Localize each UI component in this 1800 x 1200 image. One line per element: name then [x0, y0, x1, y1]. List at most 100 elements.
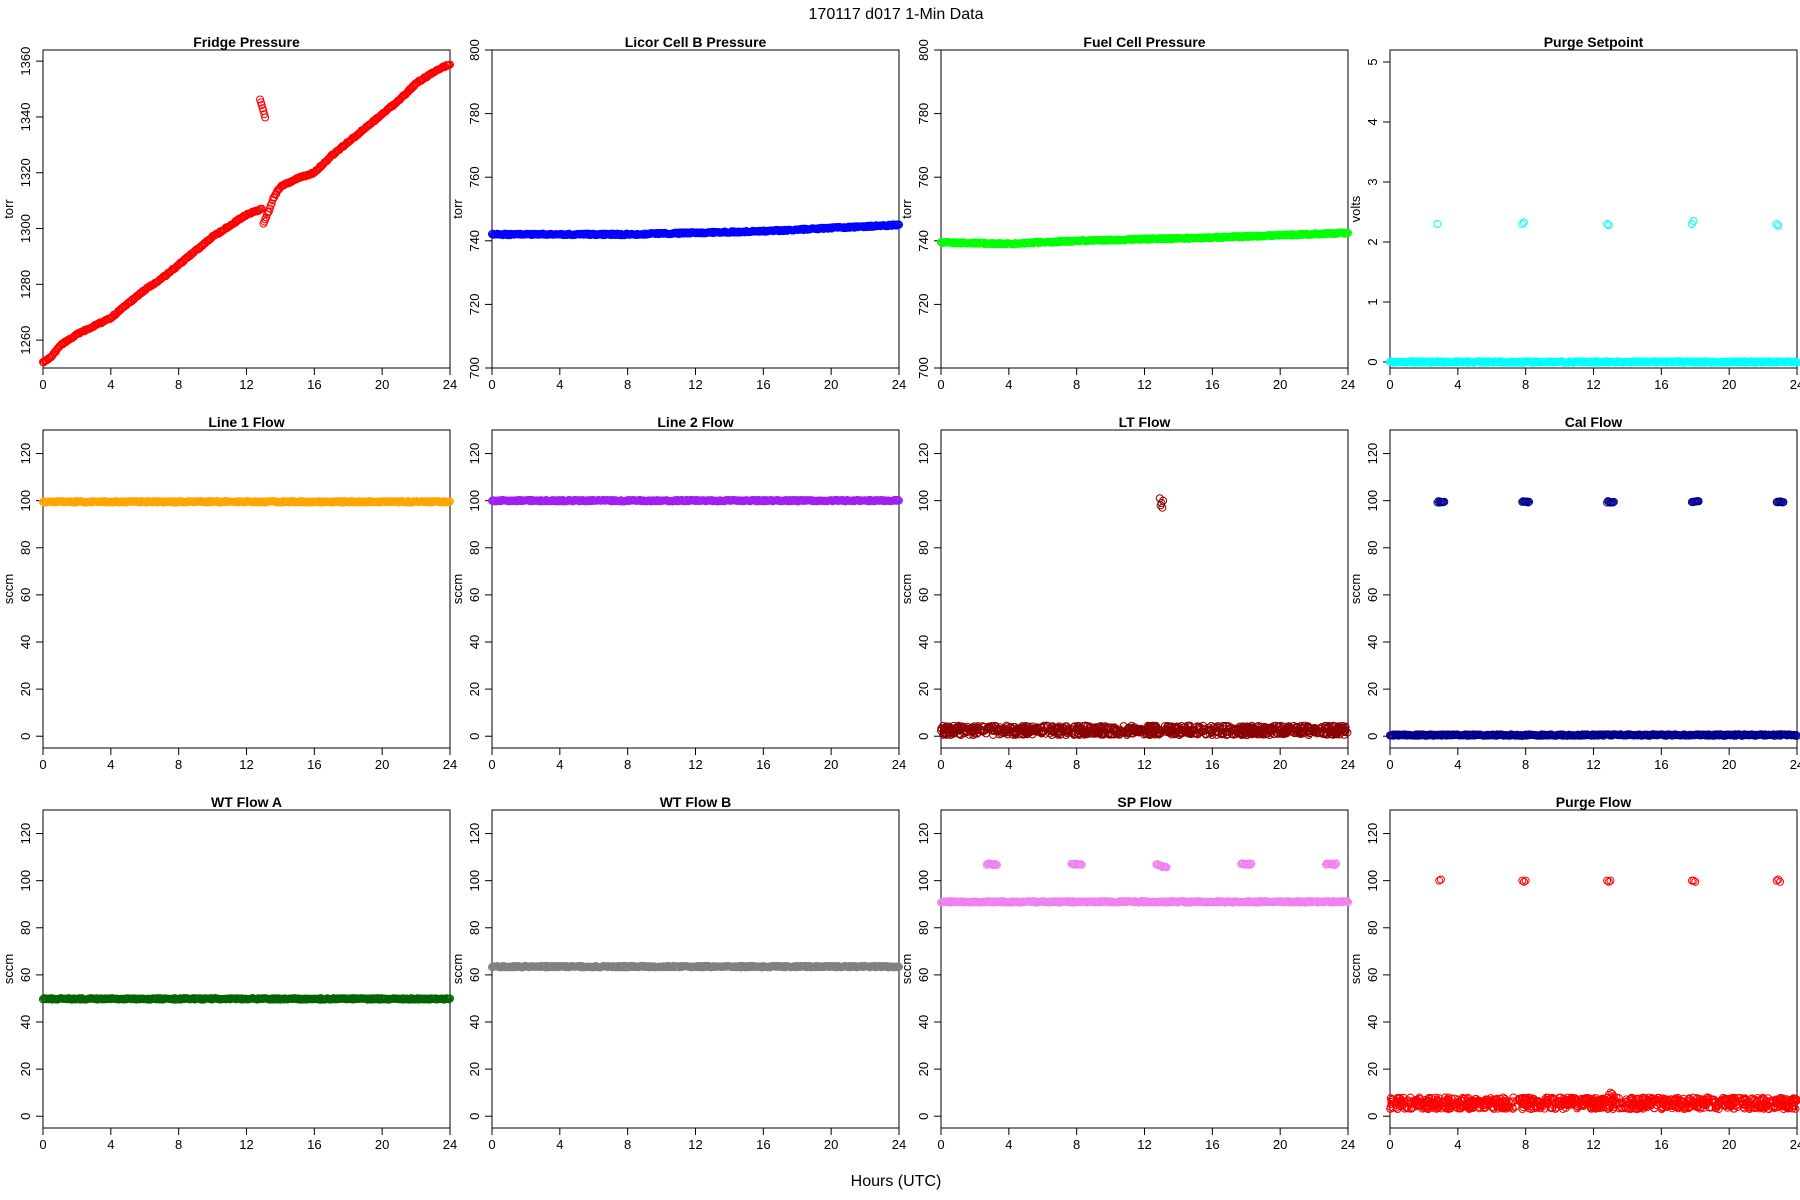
data-point — [446, 60, 454, 69]
x-tick-label: 16 — [307, 377, 321, 392]
x-tick-label: 16 — [756, 757, 770, 772]
x-tick-label: 0 — [1386, 377, 1393, 392]
x-tick-label: 20 — [1722, 377, 1736, 392]
x-tick-label: 4 — [556, 757, 563, 772]
plot-frame — [940, 429, 1349, 749]
data-series — [1386, 217, 1800, 367]
panel-title: LT Flow — [1119, 414, 1171, 430]
y-tick-label: 780 — [916, 103, 931, 125]
x-tick-label: 24 — [892, 377, 906, 392]
x-tick-label: 12 — [1137, 377, 1151, 392]
y-axis-label: sccm — [450, 954, 465, 984]
y-axis-label: torr — [450, 199, 465, 219]
x-tick-label: 0 — [1386, 757, 1393, 772]
y-tick-label: 100 — [467, 870, 482, 892]
x-tick-label: 12 — [239, 757, 253, 772]
y-tick-label: 1320 — [18, 158, 33, 187]
x-tick-label: 0 — [488, 1137, 495, 1152]
data-point — [1772, 220, 1781, 228]
x-tick-label: 8 — [1522, 377, 1529, 392]
x-tick-label: 16 — [307, 757, 321, 772]
y-tick-label: 4 — [1365, 118, 1380, 125]
y-tick-label: 760 — [916, 166, 931, 188]
panel-title: Cal Flow — [1565, 414, 1623, 430]
y-tick-label: 20 — [18, 1062, 33, 1076]
x-tick-label: 12 — [688, 377, 702, 392]
x-tick-label: 24 — [892, 757, 906, 772]
x-tick-label: 4 — [107, 377, 114, 392]
x-tick-label: 20 — [824, 377, 838, 392]
data-point — [1158, 503, 1167, 512]
y-tick-label: 120 — [467, 823, 482, 845]
x-tick-label: 12 — [1586, 377, 1600, 392]
x-tick-label: 8 — [624, 1137, 631, 1152]
panel-title: Fuel Cell Pressure — [1083, 34, 1205, 50]
x-tick-label: 4 — [1454, 757, 1461, 772]
x-tick-label: 8 — [624, 757, 631, 772]
x-tick-label: 12 — [239, 377, 253, 392]
y-tick-label: 0 — [916, 733, 931, 740]
data-point — [264, 207, 273, 216]
y-tick-label: 1260 — [18, 326, 33, 355]
panel-title: Line 2 Flow — [657, 414, 733, 430]
panel-title: WT Flow B — [660, 794, 732, 810]
y-tick-label: 780 — [467, 103, 482, 125]
data-series — [39, 994, 454, 1004]
x-tick-label: 4 — [107, 757, 114, 772]
panel-title: Line 1 Flow — [208, 414, 284, 430]
y-tick-label: 720 — [916, 294, 931, 316]
data-point — [895, 220, 903, 229]
x-tick-label: 0 — [39, 1137, 46, 1152]
x-tick-label: 0 — [937, 757, 944, 772]
y-tick-label: 60 — [1365, 588, 1380, 602]
y-tick-label: 0 — [18, 1113, 33, 1120]
panel-purge-setpoint: Purge Setpoint04812162024012345volts — [1348, 34, 1800, 392]
y-tick-label: 740 — [916, 230, 931, 252]
plot-frame — [42, 809, 451, 1129]
x-tick-label: 20 — [375, 757, 389, 772]
x-tick-label: 20 — [824, 757, 838, 772]
x-tick-label: 24 — [892, 1137, 906, 1152]
y-tick-label: 100 — [18, 870, 33, 892]
data-point — [257, 204, 266, 213]
data-point — [257, 101, 266, 110]
x-tick-label: 12 — [688, 757, 702, 772]
x-tick-label: 20 — [375, 1137, 389, 1152]
x-tick-label: 4 — [556, 1137, 563, 1152]
x-tick-label: 16 — [756, 1137, 770, 1152]
y-tick-label: 20 — [467, 682, 482, 696]
data-point — [1793, 358, 1800, 367]
x-tick-label: 8 — [1073, 757, 1080, 772]
data-point — [157, 274, 166, 283]
y-tick-label: 80 — [18, 541, 33, 555]
y-tick-label: 120 — [1365, 443, 1380, 465]
x-tick-label: 8 — [1073, 377, 1080, 392]
data-point — [446, 497, 454, 506]
y-tick-label: 120 — [916, 443, 931, 465]
data-series — [488, 220, 903, 240]
y-tick-label: 100 — [18, 490, 33, 512]
x-tick-label: 0 — [39, 757, 46, 772]
x-tick-label: 8 — [175, 757, 182, 772]
x-tick-label: 12 — [688, 1137, 702, 1152]
x-axis-label: Hours (UTC) — [851, 1173, 942, 1190]
x-tick-label: 24 — [443, 757, 457, 772]
panel-title: Fridge Pressure — [193, 34, 300, 50]
y-tick-label: 3 — [1365, 178, 1380, 185]
data-point — [1686, 357, 1695, 366]
x-tick-label: 24 — [1790, 377, 1800, 392]
x-tick-label: 12 — [1586, 757, 1600, 772]
data-point — [1518, 220, 1527, 228]
